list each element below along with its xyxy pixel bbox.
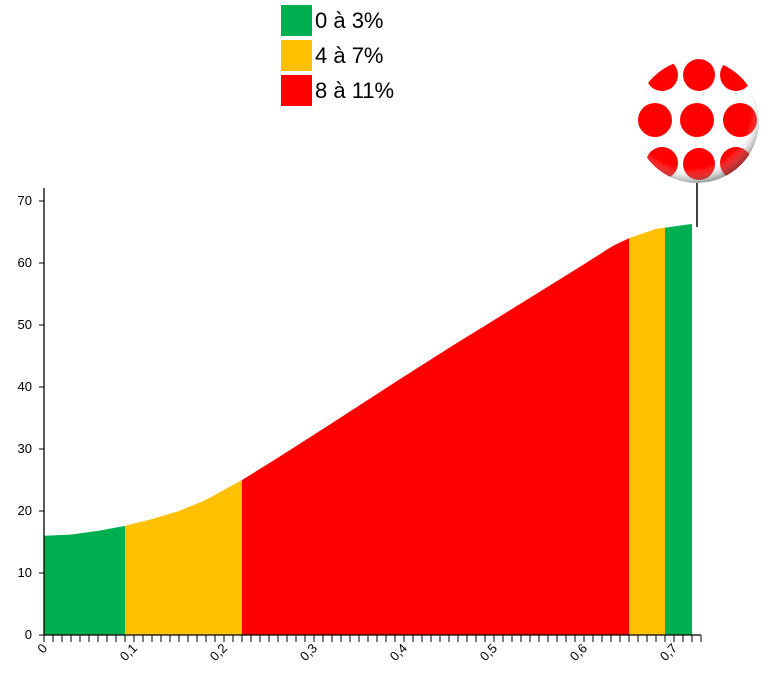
gradient-segments bbox=[44, 223, 692, 635]
legend-label-green: 0 à 3% bbox=[315, 8, 384, 33]
segment-0 bbox=[44, 525, 125, 635]
x-tick-label: 0,2 bbox=[207, 641, 230, 664]
y-tick-label: 0 bbox=[25, 627, 32, 642]
polka-dot-jersey-icon bbox=[635, 59, 759, 183]
legend-swatch-green bbox=[281, 5, 312, 36]
y-tick-label: 10 bbox=[18, 565, 32, 580]
legend-label-red: 8 à 11% bbox=[315, 78, 395, 103]
y-tick-label: 40 bbox=[18, 379, 32, 394]
y-tick-label: 50 bbox=[18, 317, 32, 332]
segment-2 bbox=[242, 238, 629, 635]
x-tick-label: 0,6 bbox=[567, 641, 590, 664]
segment-4 bbox=[665, 223, 692, 635]
x-tick-label: 0,4 bbox=[387, 641, 410, 664]
legend: 0 à 3% 4 à 7% 8 à 11% bbox=[281, 5, 394, 110]
x-tick-label: 0,7 bbox=[657, 641, 680, 664]
y-tick-label: 60 bbox=[18, 255, 32, 270]
axes bbox=[39, 188, 702, 642]
x-tick-label: 0,3 bbox=[297, 641, 320, 664]
segment-1 bbox=[125, 480, 242, 635]
legend-label-yellow: 4 à 7% bbox=[315, 43, 384, 68]
legend-item-yellow: 4 à 7% bbox=[281, 40, 394, 71]
y-tick-label: 70 bbox=[18, 193, 32, 208]
legend-item-red: 8 à 11% bbox=[281, 75, 394, 106]
legend-item-green: 0 à 3% bbox=[281, 5, 394, 36]
x-tick-label: 0 bbox=[34, 641, 50, 657]
y-tick-label: 20 bbox=[18, 503, 32, 518]
x-tick-label: 0,5 bbox=[477, 641, 500, 664]
x-tick-label: 0,1 bbox=[117, 641, 140, 664]
y-tick-label: 30 bbox=[18, 441, 32, 456]
legend-swatch-red bbox=[281, 75, 312, 106]
legend-swatch-yellow bbox=[281, 40, 312, 71]
segment-3 bbox=[629, 227, 665, 635]
tick-labels: 0 10 20 30 40 50 60 70 0 0,1 0,2 0,3 0,4 0,5 0,6 0,7 bbox=[18, 193, 681, 664]
